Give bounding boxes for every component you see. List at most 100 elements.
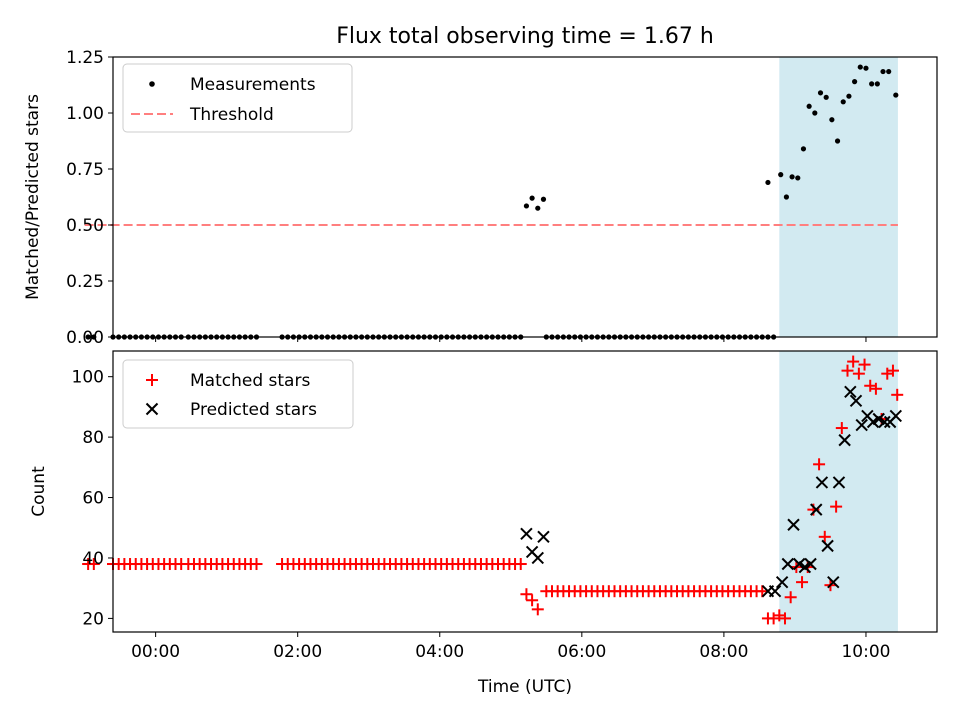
ratio-y-tick-label: 0.00: [66, 328, 104, 348]
predicted-star-marker: [889, 409, 903, 423]
matched-star-marker: [250, 558, 263, 571]
legend-threshold-label: Threshold: [189, 105, 274, 125]
count-y-tick-label: 100: [72, 368, 104, 388]
ratio-y-axis-ticks: 0.00 0.25 0.50 0.75 1.00 1.25: [66, 48, 113, 348]
count-x-tick-label: 02:00: [273, 642, 322, 662]
count-y-tick-label: 40: [82, 549, 104, 569]
matched-star-marker: [830, 500, 843, 513]
measurement-point: [778, 172, 784, 178]
count-y-tick-label: 20: [82, 609, 104, 629]
count-y-tick-label: 60: [82, 489, 104, 509]
legend-matched-marker: [146, 374, 158, 386]
ratio-y-tick-label: 1.25: [66, 48, 104, 68]
legend-matched-plus: [146, 374, 158, 386]
count-x-tick-label: 00:00: [131, 642, 180, 662]
matched-star-marker: [784, 591, 797, 604]
matched-star-marker: [886, 364, 899, 377]
measurement-point: [857, 64, 863, 70]
measurement-point: [523, 203, 530, 209]
measurement-point: [800, 146, 807, 152]
predicted-star-markers: [520, 385, 903, 598]
measurement-point: [886, 68, 892, 75]
predicted-star-marker: [520, 527, 533, 541]
predicted-star-marker: [781, 557, 795, 571]
ratio-legend: Measurements Threshold: [122, 63, 353, 133]
predicted-star-marker: [775, 575, 789, 589]
ratio-panel: 0.00 0.25 0.50 0.75 1.00 1.25 Matched/Predict…: [23, 48, 938, 348]
matched-star-marker: [891, 388, 904, 401]
measurement-point: [529, 195, 535, 201]
measurement-point: [540, 196, 547, 202]
predicted-star-marker: [804, 557, 817, 571]
matched-star-marker: [520, 588, 533, 601]
observing-window-shade: [779, 351, 898, 632]
legend-predicted-marker: [145, 402, 159, 416]
measurement-point: [795, 175, 801, 181]
measurement-point: [823, 94, 829, 100]
ratio-panel-frame: [112, 56, 938, 338]
measurement-point: [863, 65, 869, 71]
measurement-point: [893, 92, 899, 98]
legend-matched-label: Matched stars: [190, 371, 310, 391]
ratio-y-tick-label: 1.00: [66, 104, 104, 124]
predicted-star-marker: [787, 518, 800, 531]
matched-star-marker: [526, 594, 539, 607]
matched-star-marker: [756, 585, 769, 598]
matched-star-marker: [841, 364, 854, 377]
count-x-axis-ticks: 00:00 02:00 04:00 06:00 08:00 10:00: [131, 632, 890, 662]
predicted-star-marker: [768, 585, 782, 598]
legend-measurements-label: Measurements: [190, 75, 316, 95]
predicted-star-marker: [849, 394, 863, 408]
measurement-point: [806, 103, 812, 109]
measurement-point: [783, 194, 790, 200]
measurement-point: [85, 334, 91, 340]
matched-star-marker: [818, 530, 831, 543]
count-x-tick-label: 10:00: [841, 642, 890, 662]
matched-star-marker: [531, 603, 544, 616]
ratio-x-axis-ticks: [155, 337, 867, 342]
legend-predicted-x: [145, 402, 159, 416]
matched-star-marker: [514, 558, 527, 571]
predicted-star-marker: [844, 385, 857, 398]
count-y-axis-ticks: 20 40 60 80 100: [72, 368, 113, 629]
measurement-points: [85, 64, 899, 340]
count-panel: 20 40 60 80 100 00:00 02:00 04:00 06:00 08:00 10:…: [29, 350, 938, 697]
matched-star-marker: [869, 382, 882, 395]
count-x-tick-label: 08:00: [699, 642, 748, 662]
ratio-y-tick-label: 0.75: [66, 160, 104, 180]
predicted-star-marker: [838, 433, 851, 447]
count-y-tick-label: 80: [82, 428, 104, 448]
x-axis-label: Time (UTC): [477, 677, 572, 697]
matched-star-marker: [847, 355, 860, 368]
predicted-star-marker: [827, 575, 840, 589]
count-x-tick-label: 04:00: [415, 642, 464, 662]
legend-predicted-label: Predicted stars: [190, 400, 317, 420]
matched-star-marker: [87, 558, 100, 571]
measurement-point: [765, 179, 771, 186]
chart-title: Flux total observing time = 1.67 h: [336, 24, 714, 49]
measurement-point: [829, 117, 835, 123]
matched-star-marker: [778, 612, 791, 625]
count-x-tick-label: 06:00: [557, 642, 606, 662]
count-panel-frame: [112, 350, 938, 633]
ratio-y-axis-label: Matched/Predicted stars: [23, 94, 43, 300]
predicted-star-marker: [832, 476, 846, 489]
predicted-star-marker: [878, 415, 891, 429]
measurement-point: [869, 81, 875, 87]
matched-star-marker: [796, 576, 809, 589]
predicted-star-marker: [855, 418, 868, 432]
predicted-star-marker: [821, 539, 834, 553]
ratio-y-tick-label: 0.25: [66, 272, 104, 292]
measurement-point: [840, 99, 846, 105]
measurement-point: [834, 138, 841, 144]
measurement-point: [91, 334, 97, 340]
observing-window-shade: [779, 57, 898, 337]
legend-measurement-marker: [149, 81, 155, 87]
measurement-point: [852, 79, 858, 85]
count-y-axis-label: Count: [29, 466, 49, 517]
measurement-point: [846, 93, 852, 99]
ratio-y-tick-label: 0.50: [66, 216, 104, 236]
measurement-point: [817, 90, 824, 96]
matched-star-marker: [858, 358, 871, 371]
matched-star-marker: [813, 458, 826, 471]
